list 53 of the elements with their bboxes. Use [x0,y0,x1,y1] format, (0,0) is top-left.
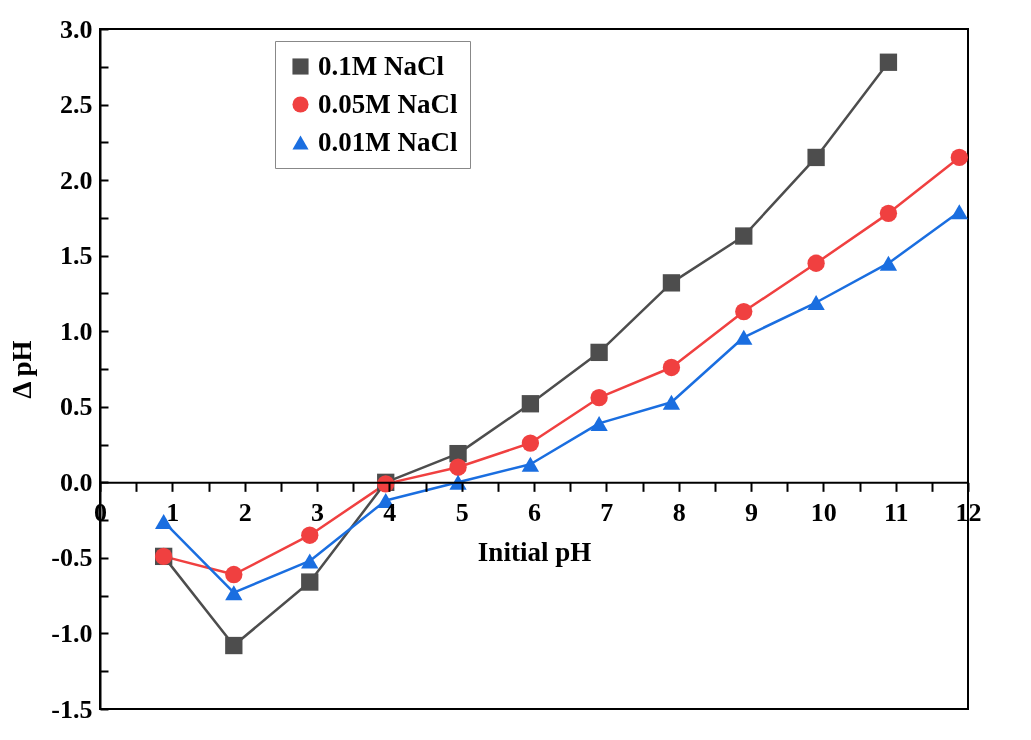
y-tick-label: 0.5 [60,392,93,422]
y-tick-label: -1.0 [51,618,93,648]
point [807,148,825,167]
y-tick-label: 0.0 [60,467,93,497]
point [735,302,753,321]
point [590,343,608,362]
legend-label: 0.1M NaCl [318,50,445,81]
y-tick-label: 2.0 [60,165,93,195]
point [225,636,243,655]
point [301,526,319,544]
x-axis-title: Initial pH [477,536,592,567]
y-tick-label: 1.5 [60,241,93,271]
y-axis-title: Δ pH [7,340,38,399]
x-tick-label: 7 [600,497,614,527]
point [950,204,968,220]
point [521,395,540,413]
x-tick-label: 9 [745,497,758,527]
point [735,227,753,245]
point [807,295,825,311]
point [662,274,681,292]
point [449,458,467,476]
point [879,204,898,222]
point [662,394,681,410]
point [225,565,243,584]
y-tick-label: -0.5 [51,543,93,573]
y-tick-label: 1.0 [60,316,93,346]
point [521,456,540,472]
point [950,148,968,167]
x-tick-label: 5 [455,497,469,527]
point [449,444,467,463]
x-tick-label: 3 [311,497,324,527]
point [301,553,319,569]
x-tick-label: 6 [528,497,541,527]
legend-label: 0.05M NaCl [318,88,458,119]
point [662,358,681,377]
x-tick-label: 2 [238,497,252,527]
y-tick-label: 2.5 [60,90,93,120]
point [521,434,540,452]
point [590,389,608,407]
point [879,53,898,71]
x-tick-label: 11 [883,497,909,527]
legend-label: 0.01M NaCl [318,126,458,157]
x-tick-label: 10 [810,497,837,527]
point [807,254,825,272]
point [879,255,898,271]
point [590,415,608,431]
y-tick-label: -1.5 [51,694,93,724]
point [225,585,243,601]
x-tick-label: 1 [166,497,180,527]
point [735,329,753,345]
y-tick-label: 3.0 [60,14,93,44]
x-tick-label: 8 [672,497,686,527]
point [301,573,319,591]
